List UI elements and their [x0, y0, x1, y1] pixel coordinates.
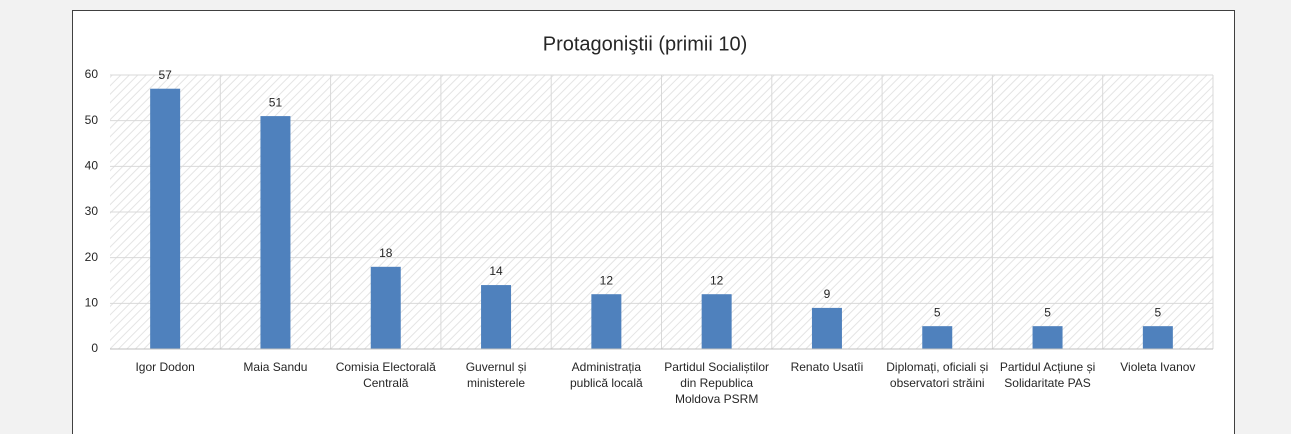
- bar: [811, 307, 842, 349]
- x-tick-label: Guvernul și ministerele: [466, 360, 527, 390]
- y-tick-label: 10: [85, 296, 99, 310]
- x-tick-label: Renato Usatîi: [791, 360, 864, 374]
- bar: [150, 88, 181, 349]
- data-label: 12: [710, 273, 724, 287]
- bar: [1142, 326, 1173, 349]
- x-tick-label: Igor Dodon: [135, 360, 194, 374]
- bar: [922, 326, 953, 349]
- data-label: 5: [1044, 305, 1051, 319]
- data-label: 9: [824, 287, 831, 301]
- x-tick-label: Violeta Ivanov: [1120, 360, 1195, 374]
- data-label: 12: [600, 273, 614, 287]
- bar: [591, 294, 622, 349]
- bar: [370, 266, 401, 349]
- bar: [481, 285, 512, 349]
- y-tick-label: 40: [85, 159, 99, 173]
- data-label: 5: [1155, 305, 1162, 319]
- x-tick-label: Maia Sandu: [243, 360, 307, 374]
- bar: [1032, 326, 1063, 349]
- y-tick-label: 30: [85, 204, 99, 218]
- y-tick-label: 50: [85, 113, 99, 127]
- data-label: 51: [269, 95, 283, 109]
- x-tick-label: Diplomați, oficiali și observatori străin…: [886, 360, 988, 390]
- y-tick-label: 20: [85, 250, 99, 264]
- chart-title: Protagoniştii (primii 10): [543, 33, 748, 55]
- data-label: 14: [489, 264, 503, 278]
- y-tick-label: 60: [85, 67, 99, 81]
- data-label: 18: [379, 246, 393, 260]
- x-tick-label: Partidul Acțiune și Solidaritate PAS: [1000, 360, 1095, 390]
- data-label: 57: [158, 68, 172, 82]
- y-tick-label: 0: [91, 341, 98, 355]
- x-tick-label: Partidul Socialiștilor din Republica Moldo…: [664, 360, 769, 406]
- bar: [260, 116, 291, 349]
- data-label: 5: [934, 305, 941, 319]
- bar: [701, 294, 732, 349]
- x-tick-label: Comisia Electorală Centrală: [336, 360, 436, 390]
- x-tick-label: Administrația publică locală: [570, 360, 643, 390]
